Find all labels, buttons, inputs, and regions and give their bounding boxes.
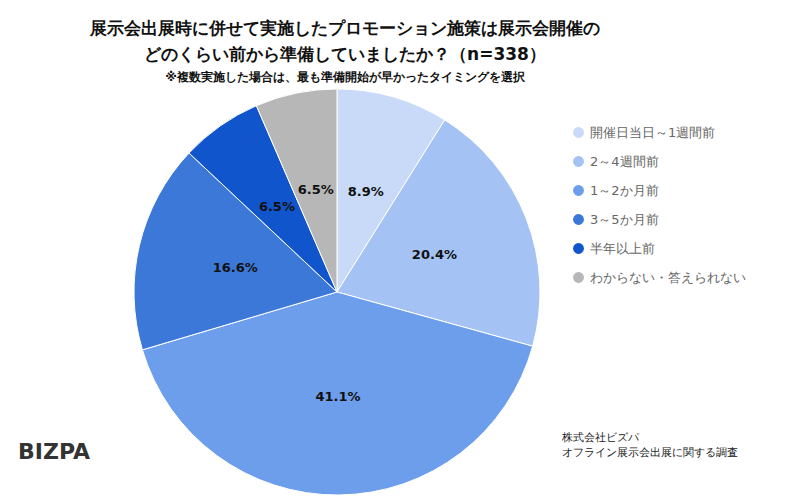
svg-text:6.5%: 6.5%: [259, 199, 295, 214]
svg-text:半年以上前: 半年以上前: [590, 241, 655, 256]
svg-text:1～2か月前: 1～2か月前: [590, 183, 659, 198]
svg-text:BIZPA: BIZPA: [18, 439, 90, 464]
svg-text:41.1%: 41.1%: [315, 389, 360, 404]
svg-text:3～5か月前: 3～5か月前: [590, 212, 659, 227]
svg-text:2～4週間前: 2～4週間前: [590, 154, 659, 169]
svg-text:8.9%: 8.9%: [348, 184, 384, 199]
svg-text:どのくらい前から準備していましたか？（n=338）: どのくらい前から準備していましたか？（n=338）: [144, 44, 546, 64]
svg-text:オフライン展示会出展に関する調査: オフライン展示会出展に関する調査: [562, 446, 738, 459]
svg-text:※複数実施した場合は、最も準備開始が早かったタイミングを選択: ※複数実施した場合は、最も準備開始が早かったタイミングを選択: [165, 70, 526, 84]
svg-text:わからない・答えられない: わからない・答えられない: [590, 270, 746, 285]
svg-text:6.5%: 6.5%: [298, 182, 334, 197]
svg-text:株式会社ビズパ: 株式会社ビズパ: [561, 431, 640, 444]
svg-text:20.4%: 20.4%: [412, 247, 457, 262]
svg-text:16.6%: 16.6%: [213, 260, 258, 275]
svg-text:開催日当日～1週間前: 開催日当日～1週間前: [590, 125, 715, 140]
svg-text:展示会出展時に併せて実施したプロモーション施策は展示会開催の: 展示会出展時に併せて実施したプロモーション施策は展示会開催の: [89, 18, 600, 38]
